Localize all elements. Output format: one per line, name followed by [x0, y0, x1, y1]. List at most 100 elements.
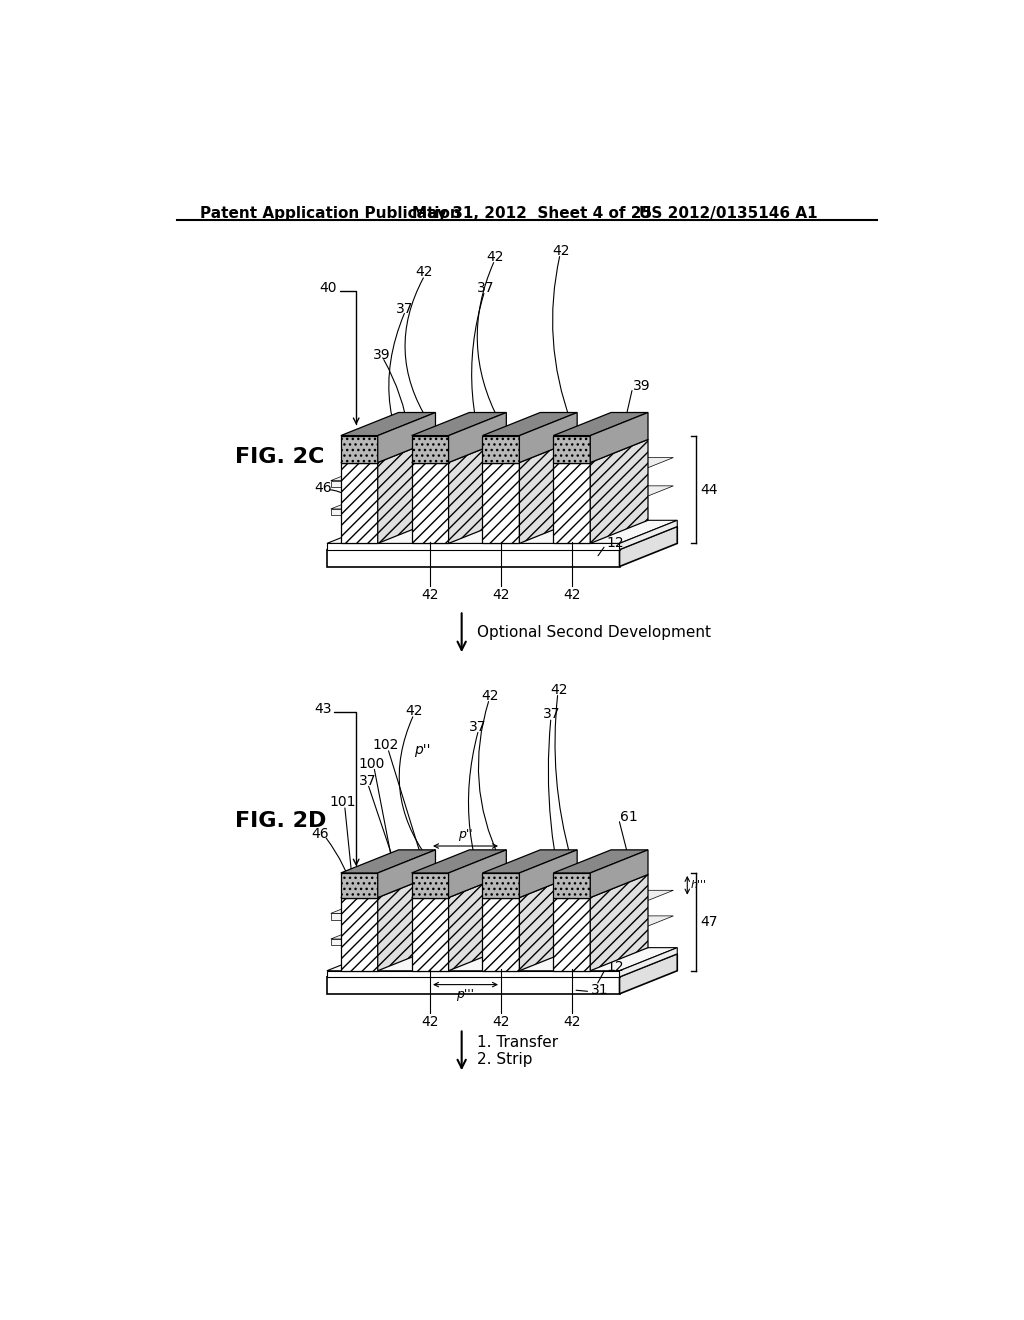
Text: 42: 42: [550, 682, 567, 697]
Polygon shape: [553, 850, 648, 873]
Polygon shape: [341, 850, 435, 873]
Polygon shape: [327, 954, 677, 977]
Polygon shape: [378, 412, 435, 462]
Polygon shape: [590, 440, 648, 544]
Text: 46: 46: [311, 828, 329, 841]
Polygon shape: [482, 873, 519, 898]
Text: 42: 42: [553, 244, 570, 257]
Polygon shape: [341, 873, 378, 898]
Text: 37: 37: [396, 301, 414, 315]
Text: 100: 100: [358, 756, 385, 771]
Polygon shape: [482, 436, 519, 462]
Polygon shape: [620, 948, 677, 977]
Polygon shape: [620, 520, 677, 549]
Polygon shape: [449, 875, 506, 970]
Text: 42: 42: [563, 1015, 581, 1028]
Text: 42: 42: [421, 1015, 439, 1028]
Text: 61: 61: [620, 809, 637, 824]
Text: 39: 39: [634, 379, 651, 392]
Polygon shape: [412, 898, 449, 970]
Polygon shape: [341, 436, 378, 462]
Text: FIG. 2D: FIG. 2D: [234, 810, 326, 830]
Text: h'': h'': [528, 929, 541, 939]
Polygon shape: [378, 850, 435, 898]
Polygon shape: [331, 913, 615, 920]
Text: 37: 37: [543, 708, 560, 721]
Polygon shape: [620, 527, 677, 566]
Polygon shape: [327, 520, 677, 544]
Polygon shape: [412, 462, 449, 544]
Polygon shape: [331, 480, 615, 487]
Polygon shape: [482, 898, 519, 970]
Text: 37: 37: [358, 774, 376, 788]
Polygon shape: [519, 850, 578, 898]
Text: Patent Application Publication: Patent Application Publication: [200, 206, 461, 222]
Text: 42: 42: [481, 689, 499, 702]
Polygon shape: [620, 954, 677, 994]
Polygon shape: [327, 544, 620, 549]
Text: US 2012/0135146 A1: US 2012/0135146 A1: [639, 206, 817, 222]
Polygon shape: [482, 462, 519, 544]
Polygon shape: [341, 440, 435, 462]
Text: 42: 42: [416, 265, 433, 280]
Text: 37: 37: [469, 719, 486, 734]
Polygon shape: [327, 948, 677, 970]
Text: 42: 42: [493, 589, 510, 602]
Text: 12: 12: [606, 960, 624, 974]
Text: 46: 46: [313, 480, 332, 495]
Polygon shape: [412, 875, 506, 898]
Polygon shape: [482, 875, 578, 898]
Polygon shape: [590, 412, 648, 462]
Text: 42: 42: [493, 1015, 510, 1028]
Polygon shape: [553, 898, 590, 970]
Polygon shape: [341, 412, 435, 436]
Polygon shape: [553, 873, 590, 898]
Polygon shape: [519, 875, 578, 970]
Polygon shape: [553, 462, 590, 544]
Polygon shape: [449, 412, 506, 462]
Polygon shape: [519, 412, 578, 462]
Text: 39: 39: [373, 347, 391, 362]
Polygon shape: [378, 875, 435, 970]
Text: p''': p''': [457, 989, 474, 1002]
Text: 102: 102: [373, 738, 398, 752]
Polygon shape: [331, 939, 615, 945]
Text: 40: 40: [319, 281, 337, 294]
Polygon shape: [341, 898, 378, 970]
Text: 42: 42: [486, 249, 504, 264]
Polygon shape: [449, 850, 506, 898]
Polygon shape: [412, 873, 449, 898]
Polygon shape: [327, 977, 620, 994]
Polygon shape: [590, 850, 648, 898]
Text: May 31, 2012  Sheet 4 of 25: May 31, 2012 Sheet 4 of 25: [412, 206, 651, 222]
Polygon shape: [482, 412, 578, 436]
Text: h''': h''': [690, 880, 707, 890]
Text: 12: 12: [606, 536, 624, 550]
Polygon shape: [327, 527, 677, 549]
Polygon shape: [449, 440, 506, 544]
Text: 42: 42: [563, 589, 581, 602]
Text: p'': p'': [414, 743, 430, 756]
Polygon shape: [412, 440, 506, 462]
Polygon shape: [327, 549, 620, 566]
Text: 42: 42: [421, 589, 439, 602]
Text: 43: 43: [313, 702, 332, 715]
Text: 44: 44: [700, 483, 718, 496]
Polygon shape: [519, 440, 578, 544]
Polygon shape: [482, 850, 578, 873]
Polygon shape: [412, 436, 449, 462]
Text: 42: 42: [406, 705, 423, 718]
Polygon shape: [412, 850, 506, 873]
Text: 1. Transfer
2. Strip: 1. Transfer 2. Strip: [477, 1035, 558, 1067]
Polygon shape: [331, 510, 615, 515]
Text: FIG. 2C: FIG. 2C: [234, 447, 324, 467]
Polygon shape: [327, 970, 620, 977]
Text: 37: 37: [477, 281, 495, 294]
Polygon shape: [378, 440, 435, 544]
Text: Optional Second Development: Optional Second Development: [477, 626, 711, 640]
Text: 31: 31: [591, 983, 608, 997]
Polygon shape: [331, 916, 674, 939]
Polygon shape: [553, 412, 648, 436]
Polygon shape: [341, 462, 378, 544]
Polygon shape: [412, 412, 506, 436]
